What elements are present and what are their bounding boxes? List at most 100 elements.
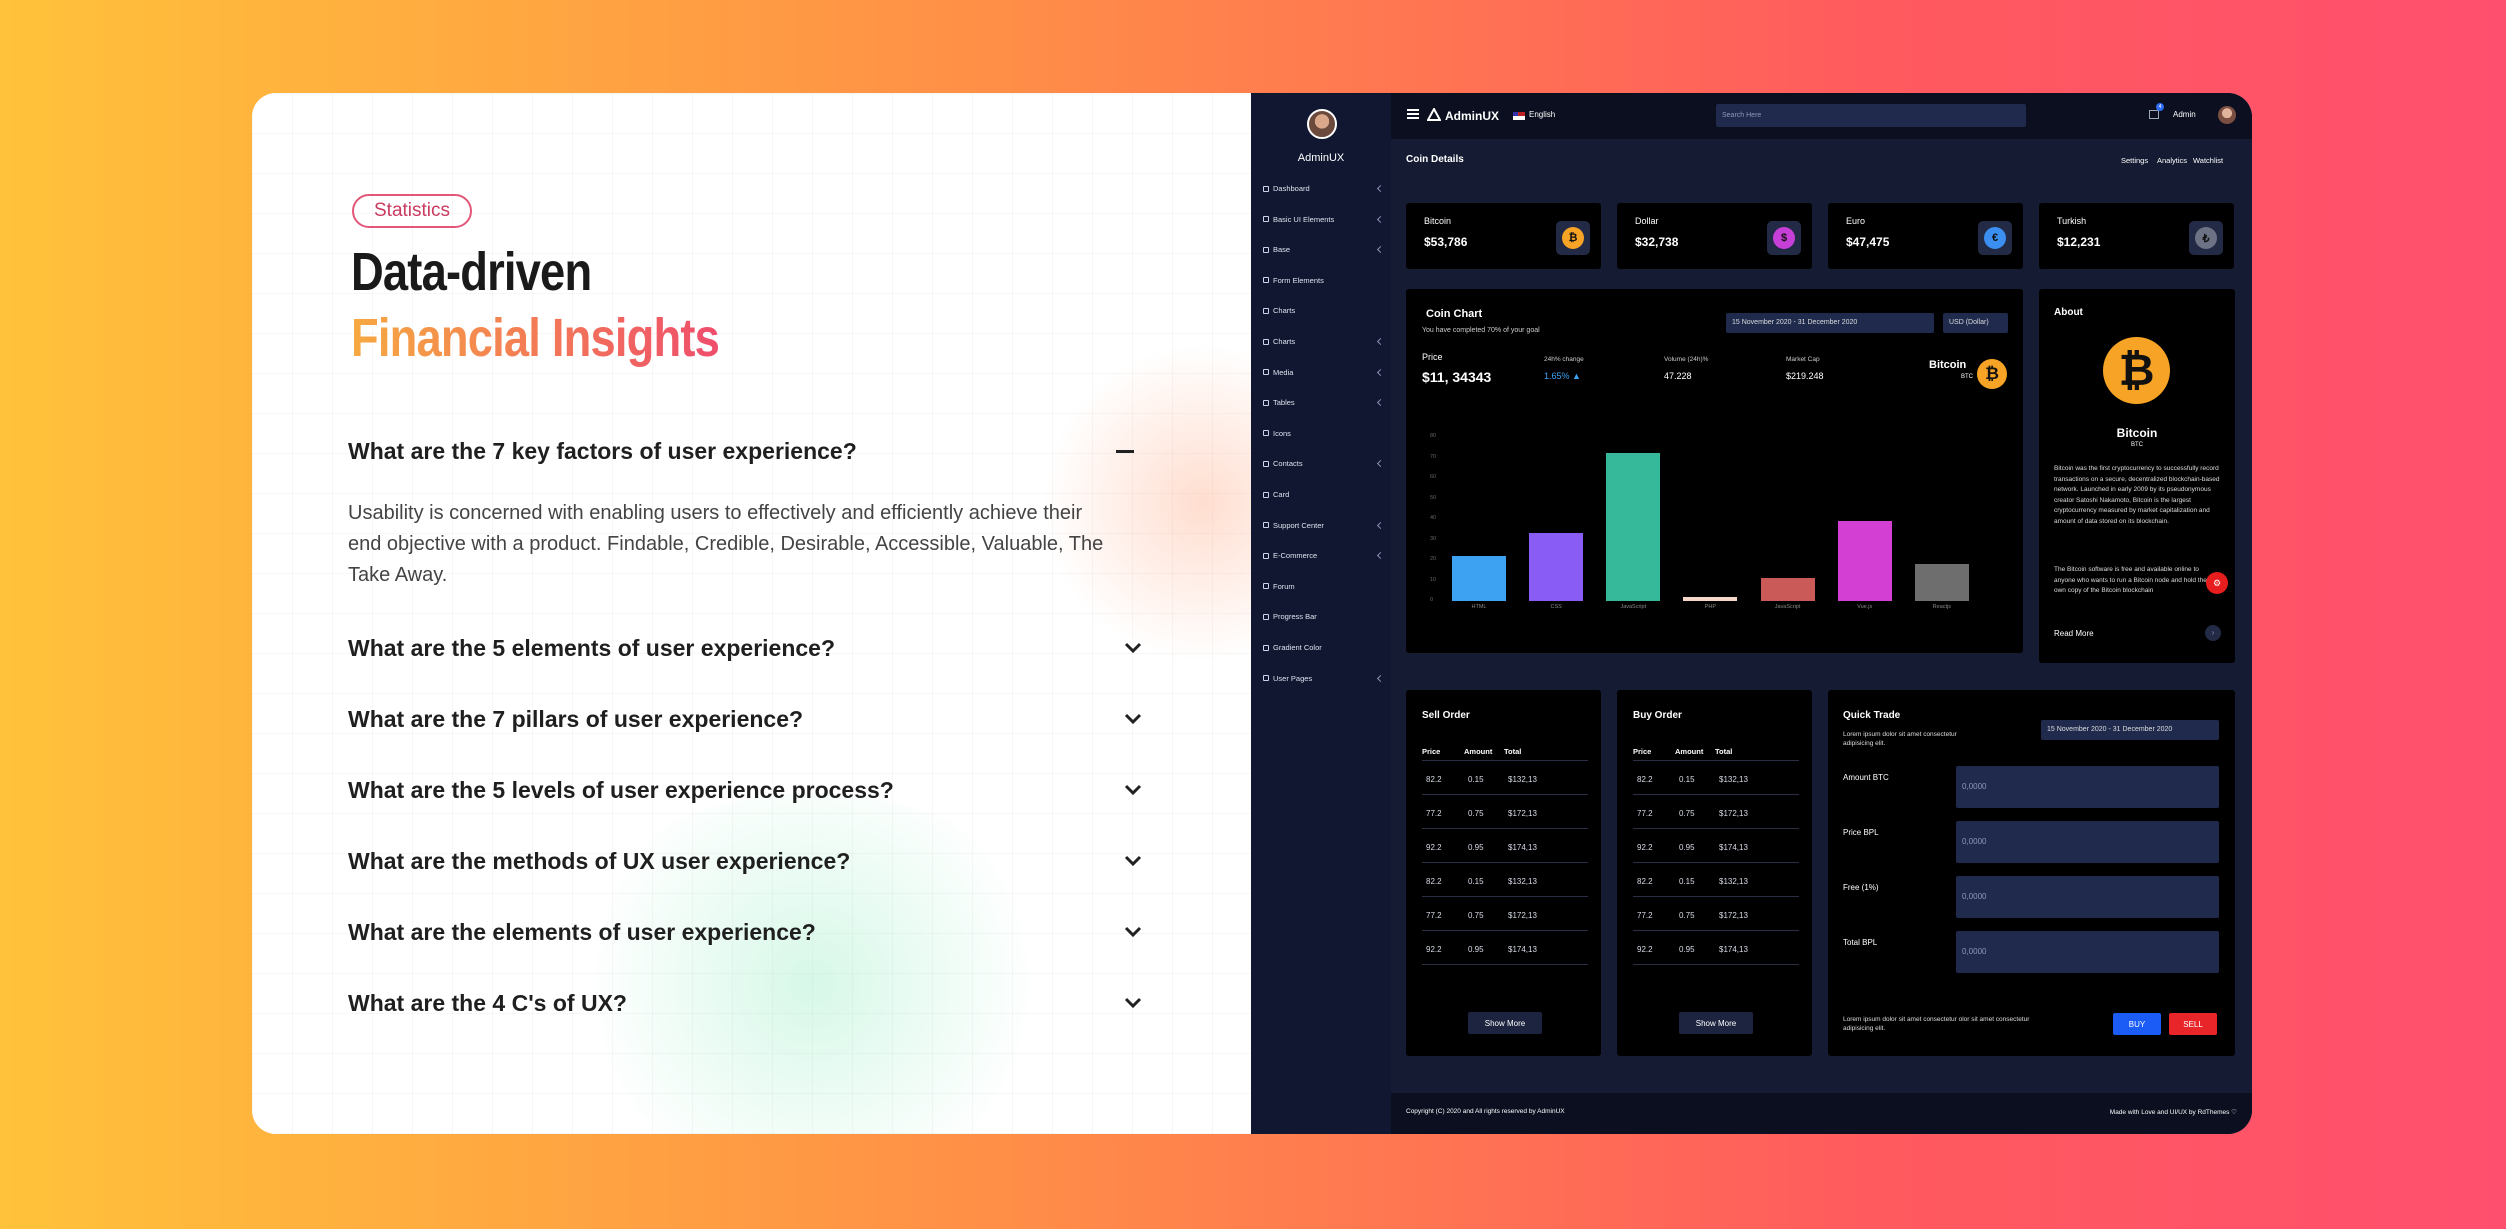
brand-name: AdminUX [1445,109,1499,123]
sidebar-item-6[interactable]: Charts [1263,337,1387,346]
chart-bar-2 [1529,533,1584,601]
settings-fab[interactable]: ⚙ [2206,572,2228,594]
table-row: 77.2 0.75 $172,13 [1422,897,1588,931]
nav-icon [1263,216,1269,223]
analytics-link[interactable]: Analytics [2157,156,2188,165]
faq-item-1[interactable]: What are the 7 key factors of user exper… [348,438,1144,465]
y-tick-label: 20 [1430,556,1437,562]
sidebar-item-10[interactable]: Contacts [1263,459,1387,468]
sidebar-item-label: User Pages [1273,673,1313,683]
chevron-left-icon [1376,337,1385,346]
faq-item-4[interactable]: What are the 5 levels of user experience… [348,777,1144,804]
chart-bar-1 [1452,555,1506,601]
currency-select[interactable]: USD (Dollar) [1943,313,2008,333]
coin-card-3[interactable]: Euro $47,475 € [1828,203,2023,269]
table-cell: 82.2 [1637,877,1653,886]
y-tick-label: 40 [1430,515,1437,521]
trade-input-1[interactable]: 0,0000 [1956,766,2219,808]
faq-item-7[interactable]: What are the 4 C's of UX? [348,990,1144,1017]
minus-icon [1116,450,1134,453]
trade-input-3[interactable]: 0,0000 [1956,876,2219,918]
coin-card-4[interactable]: Turkish $12,231 ₺ [2039,203,2234,269]
sidebar-item-4[interactable]: Form Elements [1263,276,1387,285]
market-cap-label: Market Cap [1786,356,1820,363]
nav-icon [1263,460,1269,467]
chevron-left-icon [1376,246,1385,254]
faq-item-3[interactable]: What are the 7 pillars of user experienc… [348,706,1144,733]
table-cell: $132,13 [1719,877,1748,886]
footer-credits: Made with Love and UI/UX by RdThemes ♡ [2109,1109,2237,1116]
chevron-left-icon [1376,399,1385,407]
sidebar-item-9[interactable]: Icons [1263,429,1387,438]
table-cell: $174,13 [1719,843,1748,852]
trade-input-2[interactable]: 0,0000 [1956,821,2219,863]
sidebar-item-7[interactable]: Media [1263,368,1387,377]
nav-icon [1263,246,1269,253]
faq-item-2[interactable]: What are the 5 elements of user experien… [348,635,1144,662]
date-range-input[interactable]: 15 November 2020 - 31 December 2020 [2041,720,2219,740]
sidebar-username: AdminUX [1297,152,1345,164]
table-cell: $132,13 [1719,775,1748,784]
title-line-2: Financial Insights [351,308,720,368]
sidebar-item-3[interactable]: Base [1263,245,1387,254]
trade-input-4[interactable]: 0,0000 [1956,931,2219,973]
input-value: 0,0000 [1962,947,1987,956]
sidebar-item-label: Progress Bar [1273,612,1317,622]
coin-symbol: ₿ [1562,227,1584,249]
chevron-down-icon [1124,784,1142,796]
settings-link[interactable]: Settings [2121,156,2149,165]
bar-chart: HTML CSS JavaScript PHP JavaScript Vue.js Reac… [1446,437,1986,610]
coin-card-1[interactable]: Bitcoin $53,786 ₿ [1406,203,1601,269]
avatar[interactable] [1307,109,1337,139]
watchlist-link[interactable]: Watchlist [2193,156,2224,165]
faq-question: What are the 5 elements of user experien… [348,635,836,661]
faq-item-6[interactable]: What are the elements of user experience… [348,919,1144,946]
sidebar-item-15[interactable]: Progress Bar [1263,612,1387,621]
search-input[interactable]: Search Here [1716,104,2026,127]
sidebar-item-1[interactable]: Dashboard [1263,184,1387,193]
admin-menu[interactable]: Admin [2173,110,2196,119]
sidebar-item-8[interactable]: Tables [1263,398,1387,407]
coin-card-2[interactable]: Dollar $32,738 $ [1617,203,1812,269]
cart-icon[interactable] [2149,110,2159,119]
y-tick-label: 50 [1430,494,1437,501]
footer: Copyright (C) 2020 and All rights reserv… [1391,1093,2252,1134]
topbar: AdminUX English Search Here 4 Admin [1391,93,2252,139]
column-header: Price [1422,747,1441,756]
table-cell: 0.75 [1679,911,1695,920]
sidebar-item-17[interactable]: User Pages [1263,674,1387,683]
nav-icon [1263,613,1269,620]
coin-value: $12,231 [2057,235,2101,249]
faq-answer: Usability is concerned with enabling use… [348,502,1104,586]
show-more-button[interactable]: Show More [1468,1012,1542,1034]
sidebar-item-2[interactable]: Basic UI Elements [1263,215,1387,224]
sidebar-item-5[interactable]: Charts [1263,306,1387,315]
coin-chart-title: Coin Chart [1426,308,1483,320]
arrow-right-icon[interactable]: › [2205,625,2221,641]
read-more-link[interactable]: Read More [2054,629,2094,638]
x-tick-label: Vue.js [1857,604,1873,610]
logo-icon [1427,108,1441,121]
show-more-button[interactable]: Show More [1679,1012,1753,1034]
sell-button[interactable]: SELL [2169,1013,2217,1035]
nav-icon [1263,430,1269,437]
coin-icon: € [1978,221,2012,255]
nav-icon [1263,675,1269,682]
faq-item-5[interactable]: What are the methods of UX user experien… [348,848,1144,875]
coin-symbol: $ [1773,227,1795,249]
language-select[interactable]: English [1529,110,1556,119]
sidebar-item-label: Base [1273,245,1291,255]
y-tick-label: 10 [1430,576,1437,583]
table-cell: 82.2 [1426,877,1442,886]
buy-button[interactable]: BUY [2113,1013,2161,1035]
sidebar-item-12[interactable]: Support Center [1263,521,1387,530]
sidebar-item-11[interactable]: Card [1263,490,1387,499]
sidebar-item-13[interactable]: E-Commerce [1263,551,1387,560]
avatar[interactable] [2218,106,2236,124]
sidebar-item-16[interactable]: Gradient Color [1263,643,1387,652]
x-tick-label: PHP [1704,604,1717,610]
chart-bar-3 [1606,453,1661,601]
date-range-input[interactable]: 15 November 2020 - 31 December 2020 [1726,313,1934,333]
sidebar-item-14[interactable]: Forum [1263,582,1387,591]
menu-icon[interactable] [1407,109,1419,119]
